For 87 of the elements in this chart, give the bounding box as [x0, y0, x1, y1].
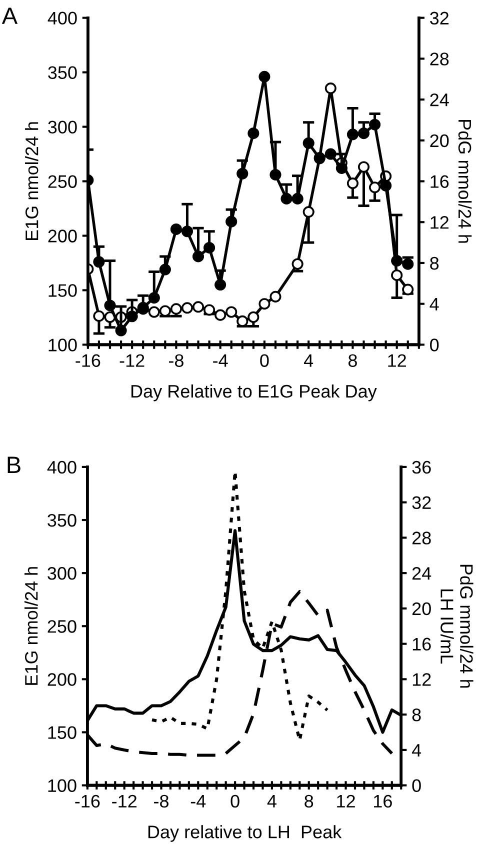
y2-axis-title: PdG mmol/24 h — [458, 120, 472, 243]
point — [324, 82, 336, 94]
y-tick-label: 350 — [48, 514, 76, 527]
point — [258, 298, 270, 310]
point — [292, 258, 304, 270]
y2-tick-label: 8 — [412, 708, 421, 722]
y2-tick-label: 16 — [430, 175, 449, 188]
y2-tick-label: 0 — [412, 779, 421, 792]
point — [126, 310, 138, 322]
point — [236, 168, 248, 180]
point — [214, 309, 226, 321]
point — [93, 310, 105, 322]
chart-title: B — [8, 456, 20, 474]
x-tick-label: -16 — [76, 354, 100, 367]
x-tick-label: 0 — [230, 794, 240, 808]
point — [346, 178, 358, 190]
x-tick-label: 12 — [337, 794, 355, 808]
y2-tick-label: 32 — [412, 496, 431, 510]
y-tick-label: 400 — [48, 12, 77, 25]
y2-tick-label: 4 — [412, 744, 422, 756]
y-tick-label: 100 — [48, 779, 76, 792]
y2-tick-label: 20 — [412, 602, 431, 616]
chart-title: A — [2, 8, 18, 24]
y2-tick-label: 36 — [412, 460, 431, 474]
x-tick-label: 8 — [304, 794, 314, 808]
point — [248, 128, 260, 140]
y-tick-label: 100 — [48, 338, 77, 352]
point — [214, 279, 226, 291]
x-tick-label: -12 — [112, 794, 136, 808]
y-tick-label: 250 — [48, 620, 76, 633]
x-tick-label: 12 — [388, 354, 406, 367]
x-tick-label: -4 — [213, 354, 228, 367]
point — [170, 223, 182, 235]
y2-tick-label: 28 — [412, 532, 431, 544]
x-tick-label: -12 — [120, 354, 144, 367]
x-axis-title: Day relative to LH Peak — [148, 825, 342, 842]
y2-tick-label: 4 — [430, 298, 439, 310]
y2-tick-label: 0 — [430, 338, 439, 352]
point — [369, 182, 381, 194]
y-tick-label: 150 — [48, 726, 76, 739]
y2-tick-label: 12 — [412, 673, 431, 686]
y-tick-label: 300 — [48, 120, 77, 134]
point — [270, 290, 282, 302]
y2-tick-label: 24 — [430, 93, 449, 106]
y2-tick-label: 16 — [412, 638, 431, 651]
x-tick-label: 4 — [304, 354, 314, 367]
y2-tick-label: 8 — [430, 256, 439, 270]
point — [192, 301, 204, 313]
point — [358, 161, 370, 173]
point — [226, 216, 238, 228]
y-tick-label: 200 — [48, 230, 77, 242]
x-tick-label: -16 — [75, 794, 100, 808]
x-tick-label: 4 — [267, 795, 276, 808]
y2-axis-title: PdG mmol/24 h LH IU/mL — [440, 564, 474, 688]
y-tick-label: 200 — [48, 673, 76, 686]
y-tick-label: 400 — [47, 460, 76, 474]
y-tick-label: 300 — [48, 567, 76, 580]
point — [302, 137, 314, 149]
y-axis-title: E1G nmol/24 h — [25, 122, 38, 240]
point — [204, 304, 216, 316]
x-axis-title: Day Relative to E1G Peak Day — [131, 384, 377, 402]
point — [226, 306, 238, 318]
point — [258, 70, 270, 82]
y-tick-label: 350 — [48, 66, 77, 80]
x-tick-label: 0 — [260, 354, 269, 367]
point — [391, 269, 403, 281]
y2-tick-label: 12 — [430, 216, 449, 229]
y-tick-label: 150 — [48, 284, 77, 297]
y-tick-label: 250 — [48, 175, 77, 188]
point — [324, 148, 336, 160]
point — [270, 168, 282, 180]
x-tick-label: 8 — [348, 354, 357, 367]
y2-tick-label: 32 — [430, 12, 449, 25]
y2-tick-label: 20 — [430, 134, 449, 148]
point — [302, 206, 314, 218]
y2-tick-label: 28 — [430, 52, 449, 66]
point — [181, 302, 193, 314]
x-tick-label: -8 — [154, 794, 168, 808]
point — [148, 306, 160, 318]
y-axis-title: E1G nmol/24 h — [24, 567, 38, 685]
x-tick-label: -8 — [168, 354, 184, 367]
point — [204, 242, 216, 254]
x-tick-label: -4 — [190, 795, 206, 808]
point — [192, 250, 204, 262]
y2-tick-label: 24 — [412, 567, 432, 580]
x-tick-label: 16 — [374, 794, 392, 808]
point — [380, 180, 392, 192]
